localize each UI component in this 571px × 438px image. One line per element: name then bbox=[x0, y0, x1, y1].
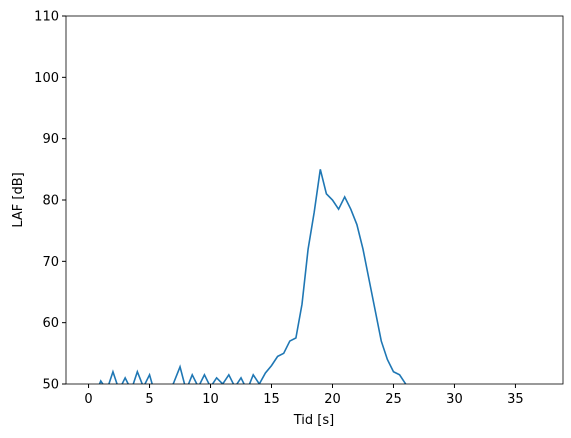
x-tick-label: 5 bbox=[145, 392, 153, 407]
x-tick-label: 10 bbox=[202, 392, 219, 407]
plot-frame bbox=[65, 15, 564, 385]
y-tick-label: 60 bbox=[42, 316, 59, 331]
x-tick-label: 20 bbox=[324, 392, 341, 407]
data-line bbox=[98, 169, 407, 384]
x-tick-label: 30 bbox=[446, 392, 463, 407]
y-tick-label: 50 bbox=[42, 378, 59, 393]
y-tick-label: 90 bbox=[42, 132, 59, 147]
x-tick-label: 35 bbox=[507, 392, 524, 407]
y-axis-label: LAF [dB] bbox=[11, 172, 26, 227]
y-tick-label: 70 bbox=[42, 255, 59, 270]
x-tick-label: 25 bbox=[385, 392, 402, 407]
y-tick-label: 110 bbox=[34, 10, 59, 25]
x-axis-label: Tid [s] bbox=[293, 413, 334, 428]
y-tick-label: 80 bbox=[42, 194, 59, 209]
y-tick-label: 100 bbox=[34, 71, 59, 86]
x-tick-label: 0 bbox=[84, 392, 92, 407]
x-tick-label: 15 bbox=[263, 392, 280, 407]
